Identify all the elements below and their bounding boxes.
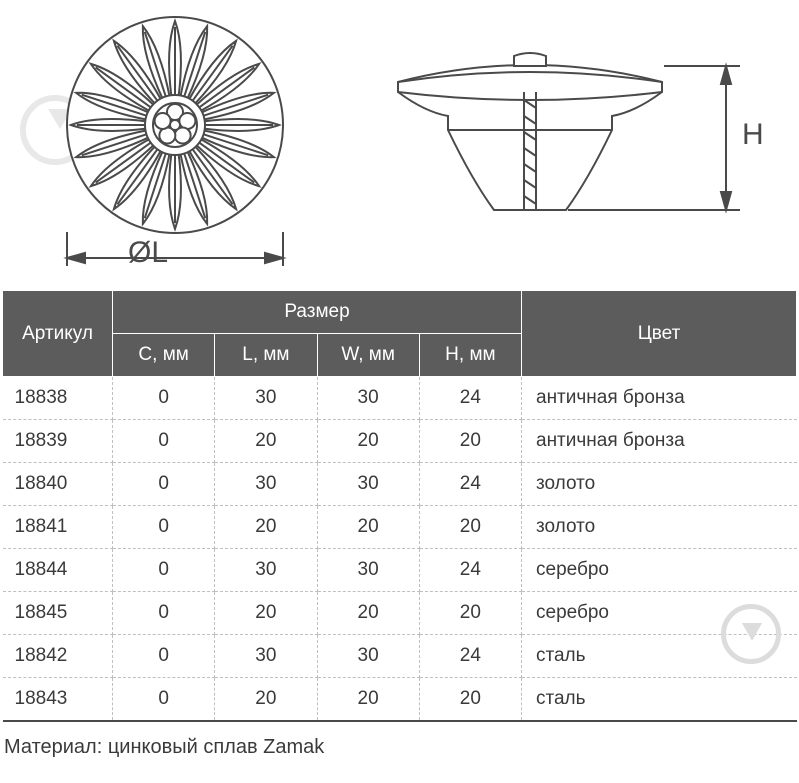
cell-c: 0: [113, 678, 215, 722]
table-row: 188420303024сталь: [3, 635, 797, 678]
drawing-svg: [0, 0, 799, 290]
cell-color: золото: [522, 463, 797, 506]
cell-article: 18843: [3, 678, 113, 722]
header-c: C, мм: [113, 334, 215, 377]
cell-l: 20: [215, 678, 317, 722]
cell-color: античная бронза: [522, 420, 797, 463]
header-h: H, мм: [419, 334, 521, 377]
cell-h: 24: [419, 635, 521, 678]
cell-h: 20: [419, 592, 521, 635]
cell-c: 0: [113, 420, 215, 463]
cell-l: 20: [215, 506, 317, 549]
cell-color: античная бронза: [522, 377, 797, 420]
cell-h: 24: [419, 463, 521, 506]
page-container: ØL H Артикул Размер Цвет C, мм L, мм W, …: [0, 0, 799, 769]
header-color: Цвет: [522, 291, 797, 377]
cell-article: 18841: [3, 506, 113, 549]
cell-article: 18839: [3, 420, 113, 463]
cell-c: 0: [113, 592, 215, 635]
cell-w: 20: [317, 506, 419, 549]
cell-w: 30: [317, 549, 419, 592]
cell-color: сталь: [522, 678, 797, 722]
cell-w: 30: [317, 463, 419, 506]
cell-l: 20: [215, 592, 317, 635]
cell-c: 0: [113, 463, 215, 506]
cell-l: 20: [215, 420, 317, 463]
cell-c: 0: [113, 377, 215, 420]
material-label: Материал: цинковый сплав Zamak: [0, 722, 799, 769]
table-row: 188410202020золото: [3, 506, 797, 549]
cell-l: 30: [215, 463, 317, 506]
cell-color: золото: [522, 506, 797, 549]
cell-article: 18840: [3, 463, 113, 506]
table-row: 188380303024античная бронза: [3, 377, 797, 420]
table-row: 188400303024золото: [3, 463, 797, 506]
table-body: 188380303024античная бронза188390202020а…: [3, 377, 797, 722]
cell-w: 20: [317, 678, 419, 722]
cell-c: 0: [113, 635, 215, 678]
technical-drawing-area: ØL H: [0, 0, 799, 290]
cell-l: 30: [215, 635, 317, 678]
header-w: W, мм: [317, 334, 419, 377]
cell-h: 24: [419, 377, 521, 420]
table-row: 188390202020античная бронза: [3, 420, 797, 463]
cell-h: 20: [419, 678, 521, 722]
cell-w: 30: [317, 635, 419, 678]
cell-article: 18842: [3, 635, 113, 678]
cell-c: 0: [113, 549, 215, 592]
height-label: H: [742, 118, 764, 152]
cell-color: серебро: [522, 549, 797, 592]
header-l: L, мм: [215, 334, 317, 377]
watermark-icon: [721, 604, 781, 664]
table-row: 188430202020сталь: [3, 678, 797, 722]
cell-h: 24: [419, 549, 521, 592]
table-row: 188440303024серебро: [3, 549, 797, 592]
diameter-label: ØL: [128, 236, 168, 270]
cell-l: 30: [215, 549, 317, 592]
cell-article: 18838: [3, 377, 113, 420]
header-size: Размер: [113, 291, 522, 334]
cell-w: 20: [317, 420, 419, 463]
cell-c: 0: [113, 506, 215, 549]
cell-h: 20: [419, 420, 521, 463]
cell-article: 18844: [3, 549, 113, 592]
cell-h: 20: [419, 506, 521, 549]
cell-article: 18845: [3, 592, 113, 635]
table-row: 188450202020серебро: [3, 592, 797, 635]
cell-l: 30: [215, 377, 317, 420]
header-article: Артикул: [3, 291, 113, 377]
cell-w: 30: [317, 377, 419, 420]
spec-table: Артикул Размер Цвет C, мм L, мм W, мм H,…: [2, 290, 797, 722]
cell-w: 20: [317, 592, 419, 635]
